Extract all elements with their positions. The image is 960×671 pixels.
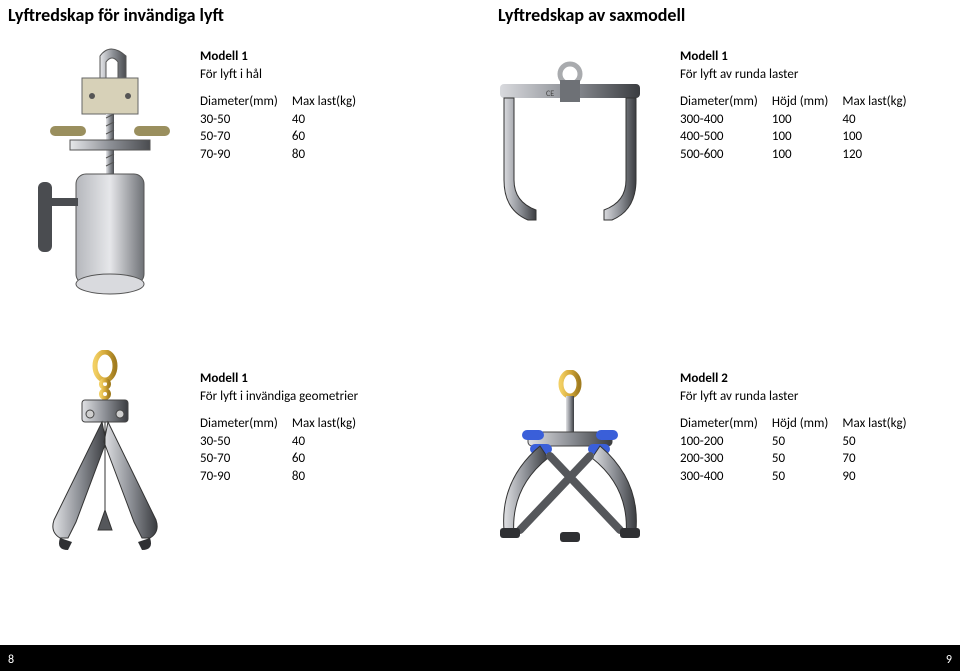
product-block-top-right: Modell 1 För lyft av runda laster Diamet…: [680, 48, 921, 163]
model-sub: För lyft av runda laster: [680, 388, 921, 406]
col-header: Höjd (mm): [772, 415, 843, 433]
model-sub: För lyft i invändiga geometrier: [200, 388, 370, 406]
table-row: 70-9080: [200, 146, 370, 164]
product-image-internal-lifter: [30, 48, 190, 308]
table-row: 50-7060: [200, 450, 370, 468]
page-number-left: 8: [8, 653, 14, 667]
table-row: 50-7060: [200, 128, 370, 146]
spec-table: Diameter(mm)Max last(kg) 30-5040 50-7060…: [200, 93, 370, 163]
product-image-round-load-lifter-2: [470, 370, 670, 570]
section-title-left: Lyftredskap för invändiga lyft: [8, 4, 224, 26]
spec-table: Diameter(mm)Höjd (mm)Max last(kg) 100-20…: [680, 415, 921, 485]
table-row: 30-5040: [200, 111, 370, 129]
col-header: Max last(kg): [842, 415, 920, 433]
table-row: 400-500100100: [680, 128, 921, 146]
spec-table: Diameter(mm)Max last(kg) 30-5040 50-7060…: [200, 415, 370, 485]
page-number-right: 9: [946, 653, 952, 667]
model-name: Modell 2: [680, 370, 921, 388]
model-name: Modell 1: [200, 48, 370, 66]
table-row: 300-40010040: [680, 111, 921, 129]
col-header: Max last(kg): [292, 415, 370, 433]
product-image-round-load-lifter-1: CE: [470, 60, 670, 240]
catalog-page: Lyftredskap för invändiga lyft Lyftredsk…: [0, 0, 960, 671]
product-block-top-left: Modell 1 För lyft i hål Diameter(mm)Max …: [200, 48, 370, 163]
col-header: Diameter(mm): [200, 93, 292, 111]
product-block-bottom-right: Modell 2 För lyft av runda laster Diamet…: [680, 370, 921, 485]
product-image-internal-geometry-lifter: [20, 350, 190, 560]
table-row: 500-600100120: [680, 146, 921, 164]
col-header: Max last(kg): [842, 93, 920, 111]
table-row: 30-5040: [200, 433, 370, 451]
svg-text:CE: CE: [546, 89, 554, 99]
col-header: Diameter(mm): [200, 415, 292, 433]
table-row: 200-3005070: [680, 450, 921, 468]
table-row: 300-4005090: [680, 468, 921, 486]
model-sub: För lyft av runda laster: [680, 66, 921, 84]
footer-bar: 8 9: [0, 645, 960, 671]
model-name: Modell 1: [200, 370, 370, 388]
section-title-right: Lyftredskap av saxmodell: [498, 4, 685, 26]
table-row: 70-9080: [200, 468, 370, 486]
model-name: Modell 1: [680, 48, 921, 66]
model-sub: För lyft i hål: [200, 66, 370, 84]
col-header: Höjd (mm): [772, 93, 843, 111]
spec-table: Diameter(mm)Höjd (mm)Max last(kg) 300-40…: [680, 93, 921, 163]
table-row: 100-2005050: [680, 433, 921, 451]
col-header: Diameter(mm): [680, 415, 772, 433]
product-block-bottom-left: Modell 1 För lyft i invändiga geometrier…: [200, 370, 370, 485]
col-header: Diameter(mm): [680, 93, 772, 111]
col-header: Max last(kg): [292, 93, 370, 111]
